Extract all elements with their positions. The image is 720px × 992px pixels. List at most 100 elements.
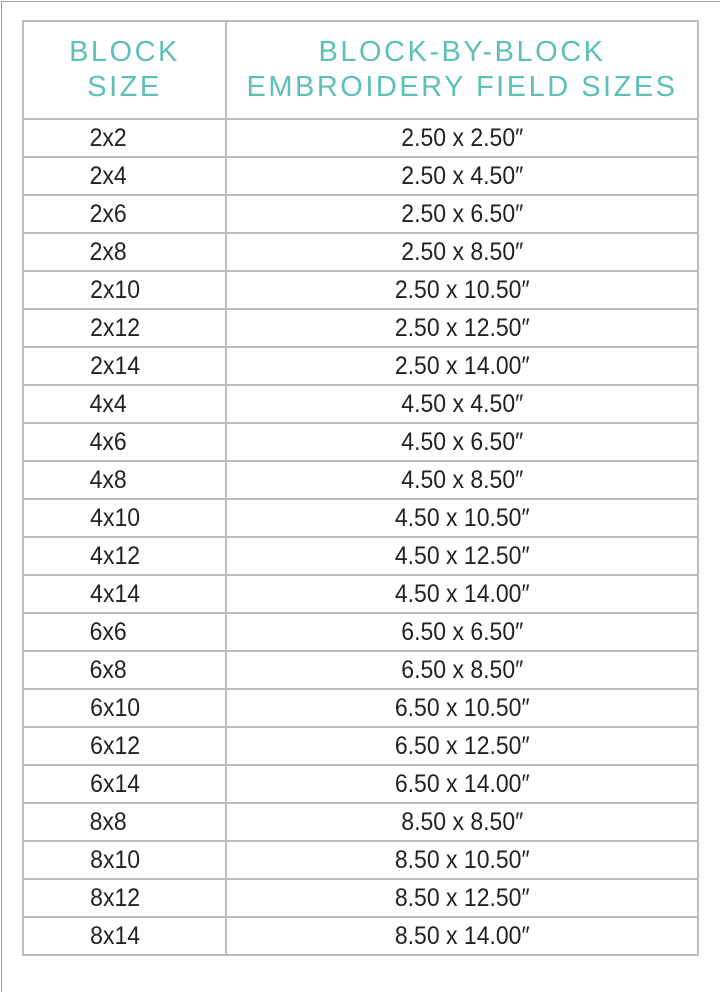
field-size-cell: 4.50 x 14.00″ <box>225 574 699 614</box>
field-size-cell: 6.50 x 8.50″ <box>225 650 699 690</box>
field-size: 2.50 x 14.00″ <box>394 352 530 380</box>
header-row: BLOCK SIZE BLOCK-BY-BLOCK EMBROIDERY FIE… <box>22 20 699 120</box>
field-size-cell: 4.50 x 6.50″ <box>225 422 699 462</box>
field-size: 6.50 x 14.00″ <box>394 770 530 798</box>
field-size: 6.50 x 8.50″ <box>401 656 523 684</box>
field-size-cell: 6.50 x 12.50″ <box>225 726 699 766</box>
block-size-cell: 2x14 <box>22 346 227 386</box>
field-size-cell: 4.50 x 10.50″ <box>225 498 699 538</box>
field-size-cell: 6.50 x 6.50″ <box>225 612 699 652</box>
field-size: 6.50 x 12.50″ <box>394 732 530 760</box>
field-size: 2.50 x 2.50″ <box>401 124 523 152</box>
field-size-cell: 4.50 x 8.50″ <box>225 460 699 500</box>
block-size-cell: 2x12 <box>22 308 227 348</box>
field-size: 4.50 x 12.50″ <box>394 542 530 570</box>
header-block-size: BLOCK SIZE <box>22 20 227 120</box>
block-size: 2x12 <box>90 314 141 342</box>
block-size: 4x4 <box>89 390 127 418</box>
block-size-cell: 4x8 <box>22 460 227 500</box>
field-size-cell: 2.50 x 14.00″ <box>225 346 699 386</box>
table-row: 2x2 2.50 x 2.50″ <box>22 118 699 158</box>
table-row: 6x10 6.50 x 10.50″ <box>22 688 699 728</box>
table-row: 8x14 8.50 x 14.00″ <box>22 916 699 956</box>
field-size: 4.50 x 4.50″ <box>401 390 523 418</box>
field-size-cell: 8.50 x 14.00″ <box>225 916 699 956</box>
block-size-cell: 8x10 <box>22 840 227 880</box>
header-line: SIZE <box>87 71 162 103</box>
field-size: 2.50 x 12.50″ <box>394 314 530 342</box>
table-row: 6x12 6.50 x 12.50″ <box>22 726 699 766</box>
block-size: 2x2 <box>89 124 127 152</box>
block-size: 4x10 <box>90 504 141 532</box>
table-row: 4x14 4.50 x 14.00″ <box>22 574 699 614</box>
table-row: 6x8 6.50 x 8.50″ <box>22 650 699 690</box>
block-size: 4x6 <box>89 428 127 456</box>
block-size-cell: 4x14 <box>22 574 227 614</box>
block-size: 6x10 <box>90 694 141 722</box>
table-row: 4x8 4.50 x 8.50″ <box>22 460 699 500</box>
field-size-cell: 4.50 x 12.50″ <box>225 536 699 576</box>
table-row: 2x6 2.50 x 6.50″ <box>22 194 699 234</box>
table-row: 2x4 2.50 x 4.50″ <box>22 156 699 196</box>
field-size: 8.50 x 10.50″ <box>394 846 530 874</box>
block-size-cell: 2x10 <box>22 270 227 310</box>
block-size-cell: 4x6 <box>22 422 227 462</box>
block-size: 4x12 <box>90 542 141 570</box>
table-row: 2x10 2.50 x 10.50″ <box>22 270 699 310</box>
field-size-cell: 8.50 x 12.50″ <box>225 878 699 918</box>
field-size: 4.50 x 14.00″ <box>394 580 530 608</box>
field-size-cell: 6.50 x 14.00″ <box>225 764 699 804</box>
table-row: 2x8 2.50 x 8.50″ <box>22 232 699 272</box>
block-size-cell: 8x12 <box>22 878 227 918</box>
field-size-cell: 2.50 x 12.50″ <box>225 308 699 348</box>
field-size: 2.50 x 8.50″ <box>401 238 523 266</box>
header-line: BLOCK-BY-BLOCK <box>318 36 606 68</box>
table-row: 2x14 2.50 x 14.00″ <box>22 346 699 386</box>
table-row: 4x10 4.50 x 10.50″ <box>22 498 699 538</box>
block-size-cell: 6x10 <box>22 688 227 728</box>
block-size: 6x14 <box>90 770 141 798</box>
block-size: 8x14 <box>90 922 141 950</box>
table-row: 8x8 8.50 x 8.50″ <box>22 802 699 842</box>
field-size-cell: 8.50 x 10.50″ <box>225 840 699 880</box>
block-size: 2x10 <box>90 276 141 304</box>
field-size-cell: 2.50 x 10.50″ <box>225 270 699 310</box>
field-size-cell: 4.50 x 4.50″ <box>225 384 699 424</box>
field-size: 4.50 x 8.50″ <box>401 466 523 494</box>
block-size: 6x6 <box>89 618 127 646</box>
block-size-cell: 4x10 <box>22 498 227 538</box>
block-size: 8x8 <box>89 808 127 836</box>
block-size-cell: 4x12 <box>22 536 227 576</box>
block-size-cell: 4x4 <box>22 384 227 424</box>
field-size: 8.50 x 14.00″ <box>394 922 530 950</box>
header-line: EMBROIDERY FIELD SIZES <box>246 71 678 103</box>
block-size: 2x8 <box>89 238 127 266</box>
table-row: 6x14 6.50 x 14.00″ <box>22 764 699 804</box>
table-row: 8x12 8.50 x 12.50″ <box>22 878 699 918</box>
field-size-cell: 6.50 x 10.50″ <box>225 688 699 728</box>
block-size: 2x4 <box>89 162 127 190</box>
block-size-cell: 8x14 <box>22 916 227 956</box>
field-size: 2.50 x 6.50″ <box>401 200 523 228</box>
block-size: 6x8 <box>89 656 127 684</box>
field-size: 8.50 x 12.50″ <box>394 884 530 912</box>
table-row: 4x4 4.50 x 4.50″ <box>22 384 699 424</box>
block-size: 6x12 <box>90 732 141 760</box>
field-size-cell: 2.50 x 4.50″ <box>225 156 699 196</box>
header-line: BLOCK <box>69 36 180 68</box>
block-size-cell: 2x4 <box>22 156 227 196</box>
field-size: 2.50 x 10.50″ <box>394 276 530 304</box>
field-size: 2.50 x 4.50″ <box>401 162 523 190</box>
field-size-cell: 2.50 x 6.50″ <box>225 194 699 234</box>
block-size: 8x12 <box>90 884 141 912</box>
field-size: 6.50 x 10.50″ <box>394 694 530 722</box>
field-size-cell: 2.50 x 2.50″ <box>225 118 699 158</box>
table-row: 6x6 6.50 x 6.50″ <box>22 612 699 652</box>
field-size: 4.50 x 6.50″ <box>401 428 523 456</box>
block-size-cell: 6x14 <box>22 764 227 804</box>
embroidery-size-table: BLOCK SIZE BLOCK-BY-BLOCK EMBROIDERY FIE… <box>22 20 699 956</box>
block-size: 2x6 <box>89 200 127 228</box>
block-size-cell: 8x8 <box>22 802 227 842</box>
block-size: 2x14 <box>90 352 141 380</box>
table-row: 4x12 4.50 x 12.50″ <box>22 536 699 576</box>
